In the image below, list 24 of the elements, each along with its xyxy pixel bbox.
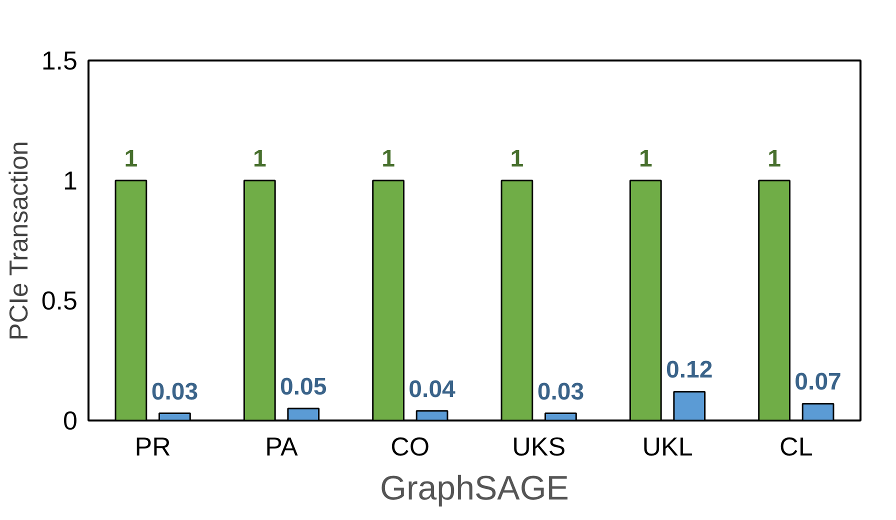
- data-label: 1: [768, 146, 781, 172]
- y-axis-title: PCIe Transaction: [3, 141, 34, 340]
- data-label: 1: [124, 146, 138, 172]
- x-tick-label: PR: [134, 432, 171, 462]
- data-label: 0.07: [794, 368, 842, 396]
- y-tick-label: 1: [63, 166, 78, 196]
- y-tick-label: 0: [63, 406, 78, 436]
- y-tick-label: 1.5: [41, 46, 78, 76]
- data-label: 0.03: [537, 378, 584, 406]
- x-tick-label: PA: [265, 432, 299, 462]
- x-tick-label: CL: [780, 432, 813, 462]
- data-label: 1: [382, 146, 395, 172]
- x-axis-title: GraphSAGE: [380, 470, 569, 508]
- data-label: 0.05: [280, 374, 327, 400]
- data-label: 0.03: [151, 378, 198, 406]
- x-tick-label: UKS: [512, 432, 566, 462]
- data-label: 1: [252, 146, 266, 172]
- x-tick-label: UKL: [642, 432, 693, 462]
- data-label: 1: [510, 146, 524, 172]
- data-label: 0.04: [408, 376, 456, 403]
- data-label: 0.12: [666, 356, 713, 384]
- y-tick-label: 0.5: [41, 286, 78, 316]
- x-tick-label: CO: [390, 432, 430, 462]
- data-label: 1: [638, 146, 652, 172]
